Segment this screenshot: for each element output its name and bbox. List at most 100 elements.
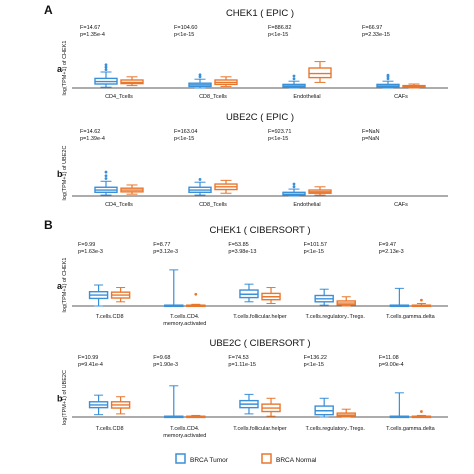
outlier-point [104,68,108,71]
legend-swatch-normal [261,453,272,464]
stat-f-value: F=163.04 [174,129,197,135]
x-tick-label: T.cells.follicular.helper [233,426,287,432]
box-normal [120,76,144,87]
box-tumor [314,397,334,418]
stat-p-value: p=1.11e-15 [228,362,256,368]
chart-panel-1: CHEK1 ( EPIC ) a log(TPM+1) of CHEK1 F=14.6… [57,8,448,100]
stat-p-value: p<1e-15 [174,136,194,142]
box-body [308,67,332,79]
box-tumor [188,73,212,89]
outlier-point [386,73,390,77]
stat-p-value: p=3.12e-3 [153,249,178,255]
box-normal [336,296,356,307]
stat-p-value: p=1.35e-4 [80,32,105,38]
outlier-point [194,292,198,296]
outlier-point [292,185,296,189]
x-tick-label: T.cells.regulatory..Tregs. [306,426,366,432]
stat-f-value: F=9.68 [153,355,170,361]
stat-f-value: F=66.97 [362,25,382,31]
x-tick-label: memory.activated [163,321,206,327]
box-tumor [376,73,400,89]
stat-p-value: p<1e-15 [268,136,288,142]
outlier-point [104,65,108,69]
outlier-point [198,73,202,77]
stat-p-value: p=2.13e-3 [379,249,404,255]
x-tick-label: T.cells.CD4. [170,314,200,320]
x-tick-label: T.cells.follicular.helper [233,314,287,320]
stat-p-value: p=3.98e-13 [228,249,256,255]
box-normal [186,292,206,308]
box-normal [214,76,238,87]
legend-label-tumor: BRCA Tumor [190,457,229,464]
stat-f-value: F=74.53 [228,355,248,361]
box-normal [110,287,131,303]
box-tumor [94,63,118,88]
stat-f-value: F=104.60 [174,25,197,31]
stat-f-value: F=886.82 [268,25,291,31]
chart-title: UBE2C ( CIBERSORT ) [209,338,310,349]
x-tick-label: CAFs [394,202,408,208]
stat-p-value: p=9.00e-4 [379,362,404,368]
box-normal [411,410,432,419]
stat-f-value: F=NaN [362,129,380,135]
box-tumor [389,392,410,419]
stat-p-value: p=1.39e-4 [80,136,105,142]
stat-p-value: p=1.63e-3 [78,249,103,255]
x-tick-label: CD8_Tcells [199,202,227,208]
stat-p-value: p<1e-15 [304,362,324,368]
panel-label: a [57,281,63,291]
y-axis-label: log(TPM+1) of CHEK1 [62,41,68,96]
box-normal [261,287,281,304]
box-normal [308,186,332,196]
box-tumor [239,393,259,415]
box-tumor [164,385,184,419]
panel-label: b [57,394,63,404]
stat-f-value: F=10.99 [78,355,98,361]
stat-p-value: p=2.33e-15 [362,32,390,38]
box-tumor [389,287,410,308]
outlier-point [420,298,423,302]
x-tick-label: T.cells.regulatory..Tregs. [306,314,366,320]
section-label-a: A [44,3,53,17]
x-tick-label: T.cells.gamma.delta [386,426,436,432]
box-tumor [94,170,118,196]
outlier-point [292,74,296,78]
stat-f-value: F=9.99 [78,242,95,248]
chart-title: UBE2C ( EPIC ) [226,112,294,123]
stat-f-value: F=53.85 [228,242,248,248]
legend-swatch-tumor [175,453,186,464]
outlier-point [104,63,108,67]
legend: BRCA Tumor BRCA Normal [175,453,317,464]
box-normal [308,61,332,83]
box-normal [110,396,131,415]
x-tick-label: T.cells.CD4. [170,426,200,432]
box-normal [261,397,281,417]
stat-f-value: F=101.57 [304,242,327,248]
y-axis-label: log(TPM+1) of UBE2C [62,146,68,201]
stat-p-value: p<1e-15 [268,32,288,38]
box-tumor [88,394,109,416]
outlier-point [104,170,108,174]
box-tumor [314,288,334,306]
panel-label: a [57,64,63,74]
x-tick-label: memory.activated [163,433,206,439]
outlier-point [420,410,423,413]
chart-panels: CHEK1 ( EPIC )a log(TPM+1) of CHEK1F=14.6… [57,8,448,439]
outlier-point [292,182,296,186]
legend-label-normal: BRCA Normal [276,457,317,464]
outlier-point [386,77,390,81]
box-tumor [188,178,212,196]
x-tick-label: CD8_Tcells [199,94,227,100]
stat-f-value: F=11.08 [379,355,399,361]
stat-p-value: p<1e-15 [174,32,194,38]
box-normal [336,408,356,418]
box-tumor [282,182,306,197]
box-tumor [282,74,306,89]
box-tumor [239,283,259,303]
x-tick-label: Endothelial [293,94,320,100]
chart-title: CHEK1 ( CIBERSORT ) [209,225,310,236]
x-tick-label: T.cells.gamma.delta [386,314,436,320]
outlier-point [198,75,202,79]
stat-f-value: F=14.67 [80,25,100,31]
